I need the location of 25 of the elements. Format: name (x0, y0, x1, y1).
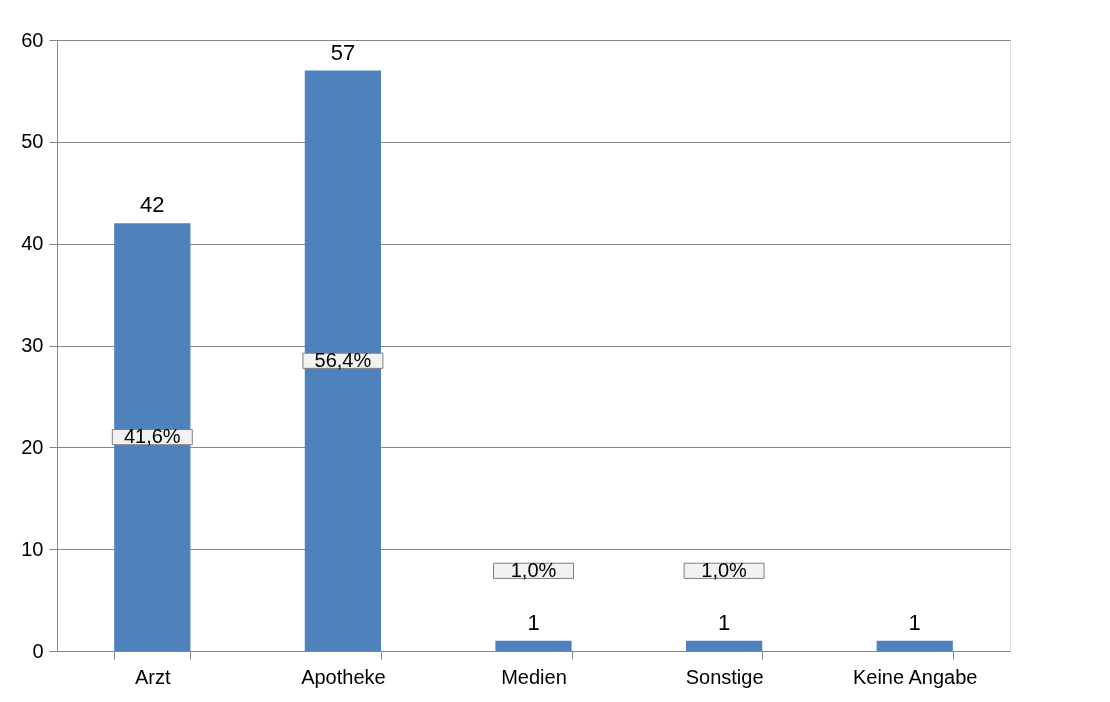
annotation: 41,6% (123, 425, 181, 448)
data-label: 42 (140, 192, 165, 218)
x-tick-label: Apotheke (301, 665, 386, 688)
y-tick-label: 10 (21, 537, 44, 560)
x-tick-label: Medien (501, 665, 567, 688)
bar (304, 70, 382, 651)
y-tick-label: 60 (21, 28, 44, 51)
data-label: 57 (330, 39, 356, 65)
y-tick-label: 40 (21, 232, 44, 255)
y-tick-label: 50 (21, 130, 44, 153)
y-tick-label: 20 (21, 435, 44, 458)
annotation: 1,0% (701, 558, 748, 581)
bar (495, 640, 572, 651)
data-label: 1 (717, 609, 731, 635)
x-tick-label: Arzt (135, 665, 172, 688)
x-tick-label: Keine Angabe (852, 665, 978, 688)
bar (685, 640, 763, 651)
x-tick-label: Sonstige (685, 665, 764, 688)
y-tick-label: 30 (21, 334, 44, 356)
annotation: 56,4% (314, 348, 372, 371)
data-label: 1 (908, 609, 921, 635)
bar (876, 640, 953, 651)
data-label: 1 (527, 609, 540, 635)
annotation: 1,0% (510, 558, 557, 581)
y-tick-label: 0 (32, 639, 44, 662)
